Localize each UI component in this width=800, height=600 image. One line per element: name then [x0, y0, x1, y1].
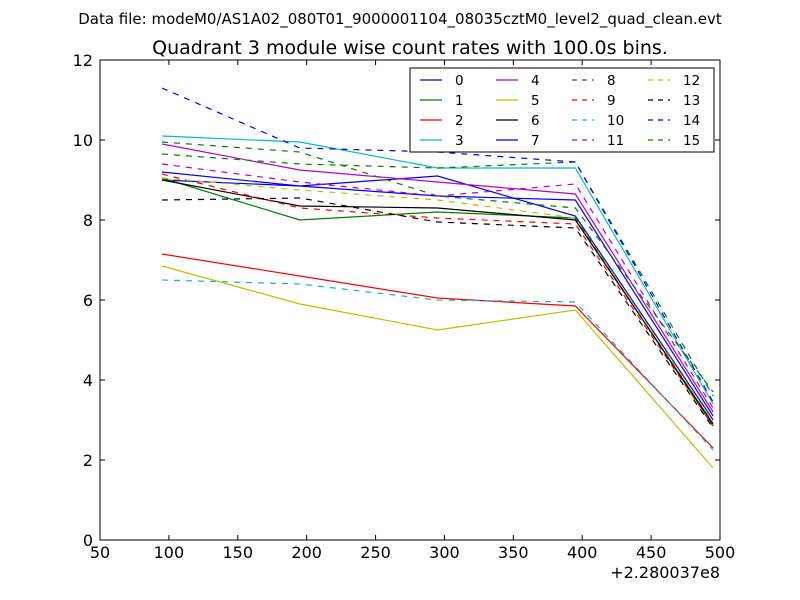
series-line-13 — [161, 197, 714, 429]
legend-label-2: 2 — [455, 113, 464, 129]
series-line-12 — [161, 177, 714, 423]
figure-suptitle: Data file: modeM0/AS1A02_080T01_90000011… — [78, 10, 722, 29]
y-tick-label: 0 — [83, 531, 93, 550]
series-line-0 — [161, 175, 714, 421]
series-line-2 — [161, 253, 714, 449]
series-line-10 — [161, 279, 714, 451]
series-line-8 — [161, 153, 714, 397]
y-tick-label: 2 — [83, 451, 93, 470]
y-tick-label: 12 — [73, 51, 93, 70]
legend-label-7: 7 — [531, 133, 540, 149]
legend-label-13: 13 — [683, 93, 700, 109]
x-tick-label: 250 — [360, 543, 391, 562]
x-tick-label: 400 — [567, 543, 598, 562]
x-tick-label: 100 — [154, 543, 185, 562]
chart-title: Quadrant 3 module wise count rates with … — [152, 37, 668, 59]
legend-label-10: 10 — [607, 113, 624, 129]
x-tick-label: 300 — [429, 543, 460, 562]
series-line-6 — [161, 179, 714, 425]
legend-label-9: 9 — [607, 93, 616, 109]
plot-area: 50 100 150 200 250 300 350 400 450 50002468101201… — [73, 51, 736, 562]
y-tick-label: 4 — [83, 371, 93, 390]
series-line-15 — [161, 141, 714, 393]
series-line-5 — [161, 265, 714, 469]
series-line-9 — [161, 173, 714, 427]
y-tick-label: 10 — [73, 131, 93, 150]
series-line-3 — [161, 135, 714, 405]
x-tick-label: 200 — [291, 543, 322, 562]
x-tick-label: 450 — [636, 543, 667, 562]
legend-label-3: 3 — [455, 133, 464, 149]
legend-label-0: 0 — [455, 73, 464, 89]
legend-label-1: 1 — [455, 93, 464, 109]
legend-label-6: 6 — [531, 113, 540, 129]
legend-label-14: 14 — [683, 113, 700, 129]
x-offset-label: +2.280037e8 — [610, 563, 720, 582]
legend-label-8: 8 — [607, 73, 616, 89]
x-tick-label: 350 — [498, 543, 529, 562]
legend-label-15: 15 — [683, 133, 700, 149]
x-tick-label: 50 — [90, 543, 110, 562]
series-line-4 — [161, 143, 714, 413]
legend-label-12: 12 — [683, 73, 700, 89]
x-tick-label: 150 — [223, 543, 254, 562]
y-tick-label: 6 — [83, 291, 93, 310]
y-tick-label: 8 — [83, 211, 93, 230]
series-line-11 — [161, 163, 714, 409]
x-tick-label: 500 — [705, 543, 736, 562]
legend-label-5: 5 — [531, 93, 540, 109]
legend-label-11: 11 — [607, 133, 624, 149]
legend-box — [409, 67, 715, 153]
legend-label-4: 4 — [531, 73, 540, 89]
